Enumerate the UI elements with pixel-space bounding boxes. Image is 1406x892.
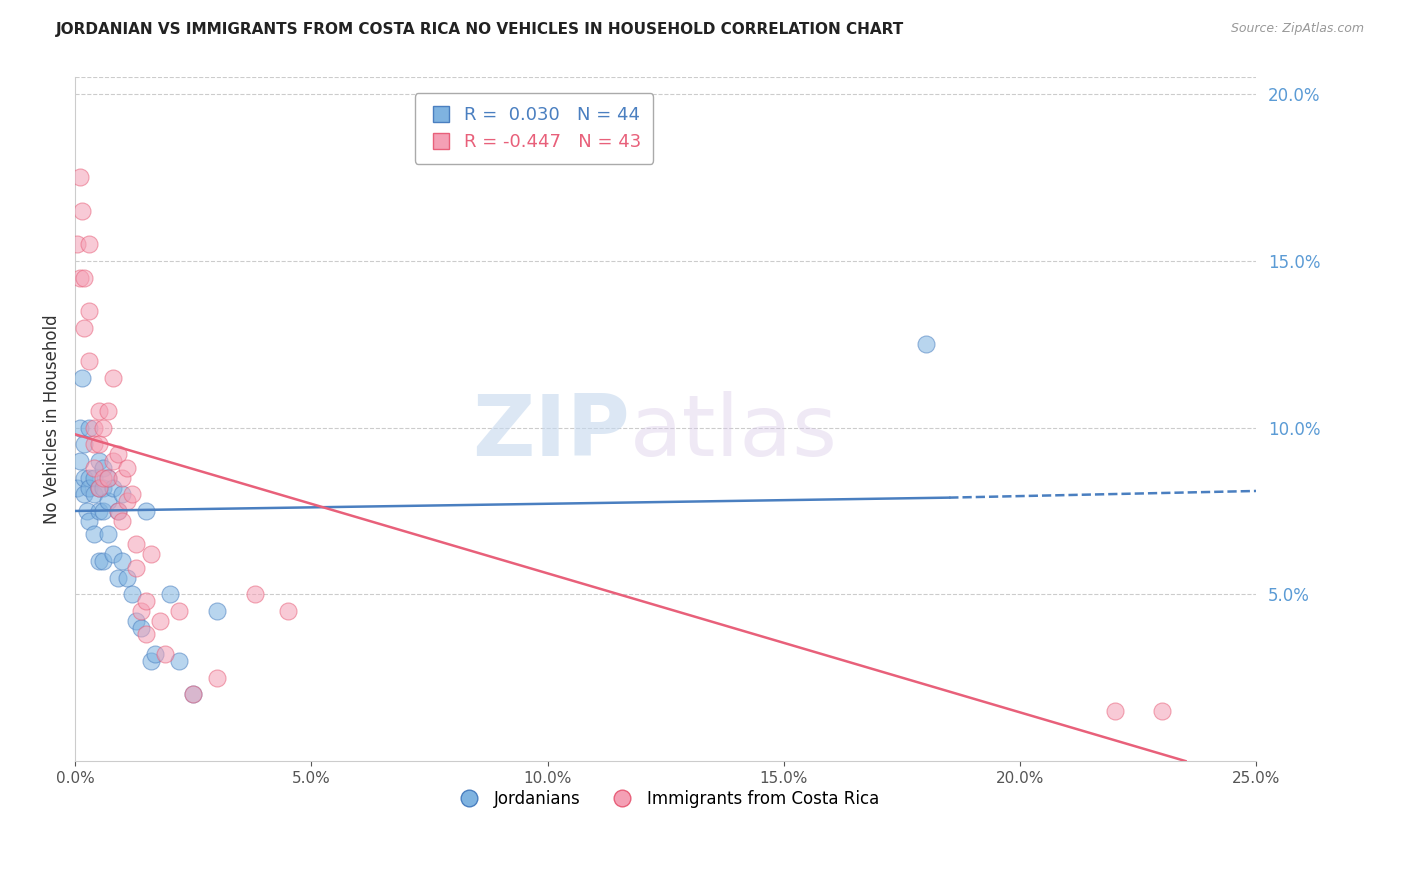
Text: atlas: atlas [630,392,838,475]
Point [97,404,120,418]
Point [121,587,143,601]
Point [101,481,124,495]
Point [111,487,134,501]
Point [125,560,148,574]
Point [97,527,120,541]
Point [1150,704,1173,718]
Point [69,454,91,468]
Point [181,687,204,701]
Point [70,203,93,218]
Point [277,604,299,618]
Point [93,481,115,495]
Point [121,487,143,501]
Point [111,514,134,528]
Point [97,470,120,484]
Point [83,460,105,475]
Point [101,547,124,561]
Point [139,654,162,668]
Point [77,514,100,528]
Point [77,481,100,495]
Point [69,420,91,434]
Point [97,494,120,508]
Point [87,437,110,451]
Point [77,470,100,484]
Point [167,654,190,668]
Point [73,320,96,334]
Y-axis label: No Vehicles in Household: No Vehicles in Household [44,315,60,524]
Point [93,504,115,518]
Point [1104,704,1126,718]
Text: JORDANIAN VS IMMIGRANTS FROM COSTA RICA NO VEHICLES IN HOUSEHOLD CORRELATION CHA: JORDANIAN VS IMMIGRANTS FROM COSTA RICA … [56,22,904,37]
Point [205,604,228,618]
Point [87,504,110,518]
Point [77,354,100,368]
Point [101,454,124,468]
Point [115,571,138,585]
Point [66,481,89,495]
Point [205,671,228,685]
Legend: Jordanians, Immigrants from Costa Rica: Jordanians, Immigrants from Costa Rica [446,783,886,814]
Point [93,554,115,568]
Point [83,527,105,541]
Point [77,420,100,434]
Point [129,621,152,635]
Point [97,470,120,484]
Point [83,437,105,451]
Point [69,170,91,185]
Point [77,237,100,252]
Point [87,404,110,418]
Point [87,481,110,495]
Point [149,614,172,628]
Point [66,237,89,252]
Point [69,270,91,285]
Point [76,504,98,518]
Point [143,648,166,662]
Point [73,270,96,285]
Point [111,554,134,568]
Point [125,614,148,628]
Point [107,504,129,518]
Point [73,487,96,501]
Point [87,481,110,495]
Point [167,604,190,618]
Point [129,604,152,618]
Point [77,304,100,318]
Point [243,587,266,601]
Point [135,504,157,518]
Point [111,470,134,484]
Point [135,594,157,608]
Point [70,370,93,384]
Point [101,370,124,384]
Point [93,470,115,484]
Point [87,454,110,468]
Point [115,460,138,475]
Text: ZIP: ZIP [472,392,630,475]
Point [153,648,176,662]
Point [83,470,105,484]
Point [181,687,204,701]
Text: Source: ZipAtlas.com: Source: ZipAtlas.com [1230,22,1364,36]
Point [73,437,96,451]
Point [87,554,110,568]
Point [107,571,129,585]
Point [115,494,138,508]
Point [159,587,181,601]
Point [83,420,105,434]
Point [107,447,129,461]
Point [107,504,129,518]
Point [93,460,115,475]
Point [914,337,936,351]
Point [83,487,105,501]
Point [139,547,162,561]
Point [125,537,148,551]
Point [73,470,96,484]
Point [135,627,157,641]
Point [93,420,115,434]
